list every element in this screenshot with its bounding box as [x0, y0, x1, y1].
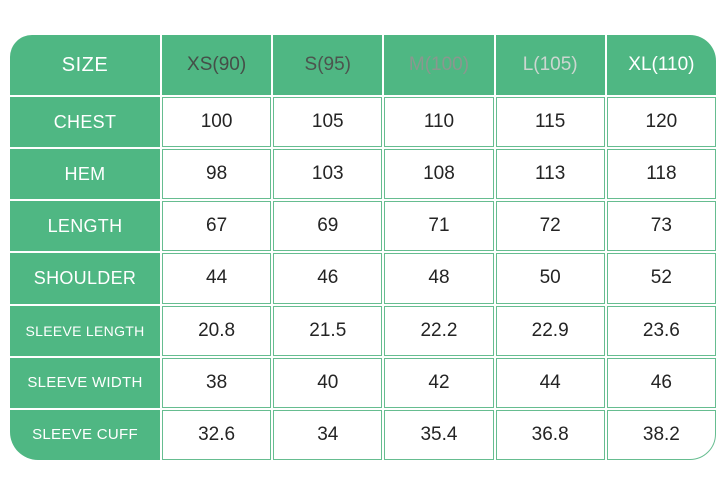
value-cell: 98 — [162, 149, 272, 200]
column-header-s: S(95) — [273, 35, 383, 95]
value-cell: 120 — [606, 97, 716, 148]
value-cell: 52 — [606, 253, 716, 304]
value-cell: 36.8 — [495, 409, 605, 460]
row-label: SLEEVE LENGTH — [10, 305, 160, 356]
value-cell: 20.8 — [162, 305, 272, 356]
value-cell: 69 — [273, 201, 383, 252]
table-row-chest: CHEST 100 105 110 115 120 — [10, 97, 716, 148]
value-cell: 34 — [273, 409, 383, 460]
value-cell: 71 — [384, 201, 494, 252]
value-cell: 38 — [162, 357, 272, 408]
value-cell: 113 — [495, 149, 605, 200]
table-row-sleeve-width: SLEEVE WIDTH 38 40 42 44 46 — [10, 357, 716, 408]
value-cell: 67 — [162, 201, 272, 252]
value-cell: 103 — [273, 149, 383, 200]
value-cell: 110 — [384, 97, 494, 148]
table-row-sleeve-length: SLEEVE LENGTH 20.8 21.5 22.2 22.9 23.6 — [10, 305, 716, 356]
table-row-hem: HEM 98 103 108 113 118 — [10, 149, 716, 200]
size-header-cell: SIZE — [10, 35, 160, 95]
value-cell: 35.4 — [384, 409, 494, 460]
value-cell: 118 — [606, 149, 716, 200]
value-cell: 23.6 — [606, 305, 716, 356]
value-cell: 22.9 — [495, 305, 605, 356]
value-cell: 22.2 — [384, 305, 494, 356]
table-row-sleeve-cuff: SLEEVE CUFF 32.6 34 35.4 36.8 38.2 — [10, 409, 716, 460]
table-row-shoulder: SHOULDER 44 46 48 50 52 — [10, 253, 716, 304]
value-cell: 100 — [162, 97, 272, 148]
size-chart: SIZE XS(90) S(95) M(100) L(105) XL(110) … — [8, 33, 718, 462]
row-label: HEM — [10, 149, 160, 200]
row-label: SHOULDER — [10, 253, 160, 304]
column-header-l: L(105) — [495, 35, 605, 95]
column-header-xs: XS(90) — [162, 35, 272, 95]
value-cell: 46 — [273, 253, 383, 304]
table-row-length: LENGTH 67 69 71 72 73 — [10, 201, 716, 252]
value-cell: 73 — [606, 201, 716, 252]
value-cell: 105 — [273, 97, 383, 148]
value-cell: 40 — [273, 357, 383, 408]
row-label: SLEEVE CUFF — [10, 409, 160, 460]
value-cell: 46 — [606, 357, 716, 408]
header-row: SIZE XS(90) S(95) M(100) L(105) XL(110) — [10, 35, 716, 95]
value-cell: 48 — [384, 253, 494, 304]
value-cell: 108 — [384, 149, 494, 200]
value-cell: 42 — [384, 357, 494, 408]
value-cell: 50 — [495, 253, 605, 304]
column-header-m: M(100) — [384, 35, 494, 95]
row-label: SLEEVE WIDTH — [10, 357, 160, 408]
value-cell: 72 — [495, 201, 605, 252]
value-cell: 38.2 — [606, 409, 716, 460]
value-cell: 44 — [495, 357, 605, 408]
value-cell: 32.6 — [162, 409, 272, 460]
value-cell: 44 — [162, 253, 272, 304]
column-header-xl: XL(110) — [606, 35, 716, 95]
value-cell: 115 — [495, 97, 605, 148]
size-table: SIZE XS(90) S(95) M(100) L(105) XL(110) … — [8, 33, 718, 462]
row-label: CHEST — [10, 97, 160, 148]
value-cell: 21.5 — [273, 305, 383, 356]
row-label: LENGTH — [10, 201, 160, 252]
